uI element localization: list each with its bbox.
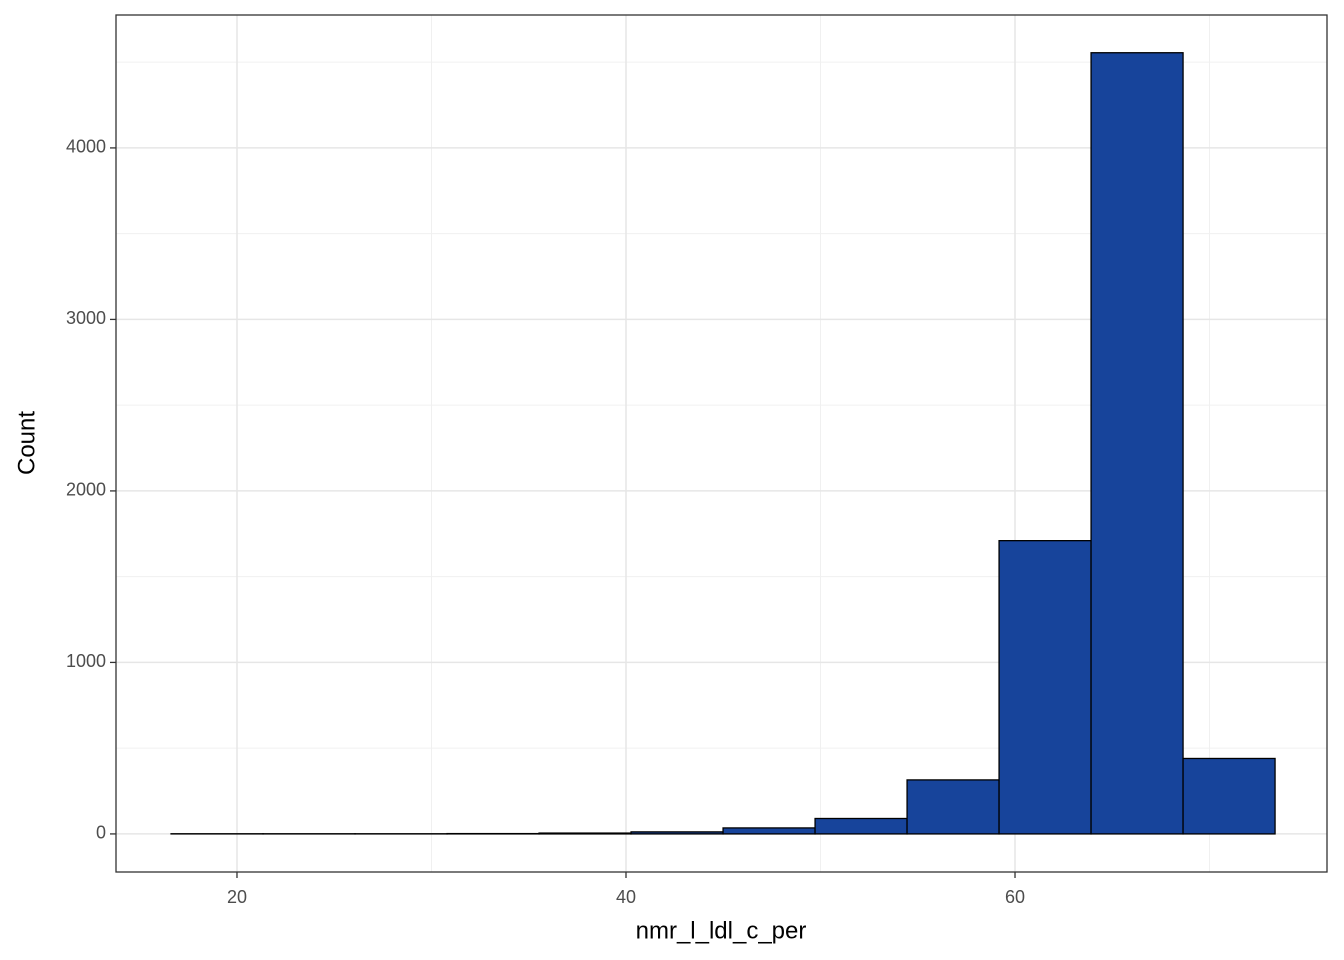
x-tick-label: 20 <box>227 887 247 907</box>
y-axis-title: Count <box>13 411 40 475</box>
x-tick-label: 60 <box>1005 887 1025 907</box>
x-axis-title: nmr_l_ldl_c_per <box>636 917 807 944</box>
y-tick-label: 1000 <box>66 651 106 671</box>
y-tick-label: 4000 <box>66 137 106 157</box>
panel-border <box>115 14 1328 873</box>
y-tick-label: 3000 <box>66 308 106 328</box>
y-tick-label: 2000 <box>66 480 106 500</box>
bar <box>630 831 724 835</box>
bar <box>906 779 1000 835</box>
ticks: 0 1000 2000 3000 4000 20 40 60 <box>66 137 1025 907</box>
bar <box>1090 52 1184 835</box>
bar <box>998 540 1092 835</box>
y-tick-label: 0 <box>96 823 106 843</box>
bar <box>538 832 632 835</box>
bar <box>814 817 908 835</box>
bars <box>170 52 1276 835</box>
x-tick-label: 40 <box>616 887 636 907</box>
bar <box>1182 757 1276 835</box>
bar <box>722 827 816 835</box>
